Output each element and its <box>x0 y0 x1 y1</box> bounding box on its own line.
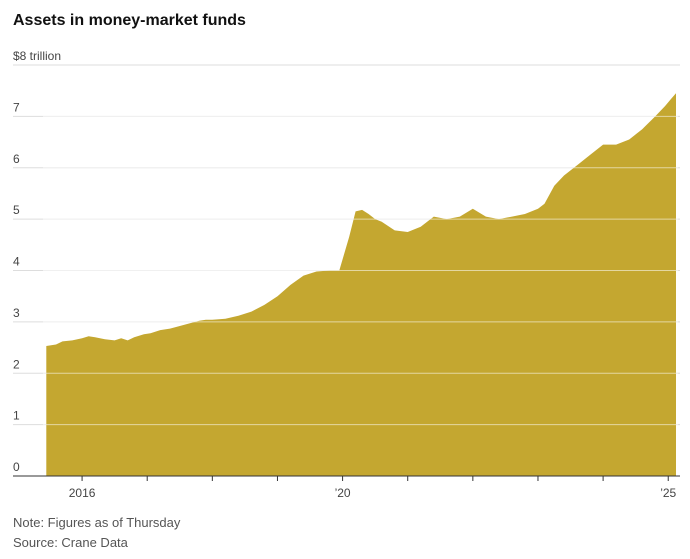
chart-note: Note: Figures as of Thursday <box>13 515 181 530</box>
y-tick-label: 1 <box>13 409 20 423</box>
y-tick-label: 4 <box>13 255 20 269</box>
y-tick-label: $8 trillion <box>13 49 61 63</box>
area-chart: $8 trillion 7 6 5 4 3 2 1 0 2016 ’20 ’25 <box>13 49 680 500</box>
y-tick-label: 5 <box>13 203 20 217</box>
x-axis: 2016 ’20 ’25 <box>13 475 680 500</box>
y-axis-labels: $8 trillion 7 6 5 4 3 2 1 0 <box>13 49 61 474</box>
y-tick-label: 3 <box>13 306 20 320</box>
x-tick-label: 2016 <box>69 486 96 500</box>
area-series <box>43 93 678 477</box>
y-tick-label: 2 <box>13 357 20 371</box>
y-tick-label: 0 <box>13 460 20 474</box>
chart-source: Source: Crane Data <box>13 535 128 550</box>
y-tick-label: 7 <box>13 100 20 114</box>
chart-title: Assets in money-market funds <box>13 12 246 29</box>
x-tick-label: ’20 <box>335 486 351 500</box>
y-tick-label: 6 <box>13 152 20 166</box>
area-series-fill <box>46 93 677 477</box>
x-tick-label: ’25 <box>660 486 676 500</box>
